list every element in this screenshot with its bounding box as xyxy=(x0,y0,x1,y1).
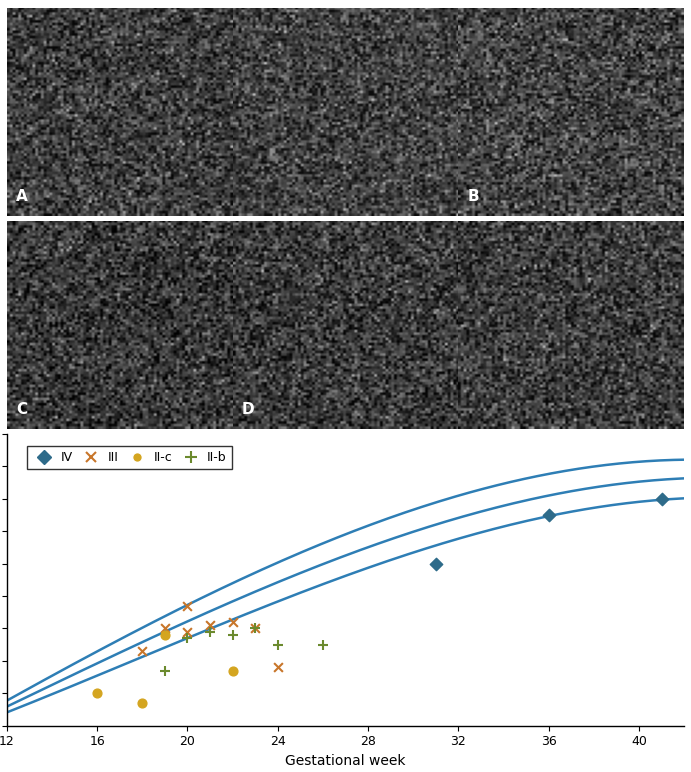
II-b xyxy=(160,665,171,677)
II-b xyxy=(182,632,193,645)
Legend: IV, III, II-c, II-b: IV, III, II-c, II-b xyxy=(27,446,231,469)
III xyxy=(182,625,193,638)
III xyxy=(160,622,171,635)
Text: A: A xyxy=(16,188,28,204)
X-axis label: Gestational week: Gestational week xyxy=(285,754,406,768)
III xyxy=(137,645,148,657)
II-b xyxy=(272,638,283,651)
II-b xyxy=(205,625,216,638)
II-b xyxy=(249,622,261,635)
II-c xyxy=(160,628,171,641)
Title: Femur length in fetuses with osteogenesis imperfecta: Femur length in fetuses with osteogenesi… xyxy=(159,415,532,428)
IV xyxy=(656,493,667,505)
Text: D: D xyxy=(242,401,254,417)
III xyxy=(182,600,193,612)
III xyxy=(272,661,283,673)
II-c xyxy=(137,697,148,709)
II-b xyxy=(317,638,328,651)
IV xyxy=(543,509,554,521)
III xyxy=(249,622,261,635)
III xyxy=(205,619,216,631)
III xyxy=(227,616,238,628)
II-c xyxy=(227,665,238,677)
II-c xyxy=(92,687,103,699)
IV xyxy=(430,557,442,570)
II-b xyxy=(227,628,238,641)
Text: B: B xyxy=(467,188,479,204)
Text: C: C xyxy=(16,401,27,417)
